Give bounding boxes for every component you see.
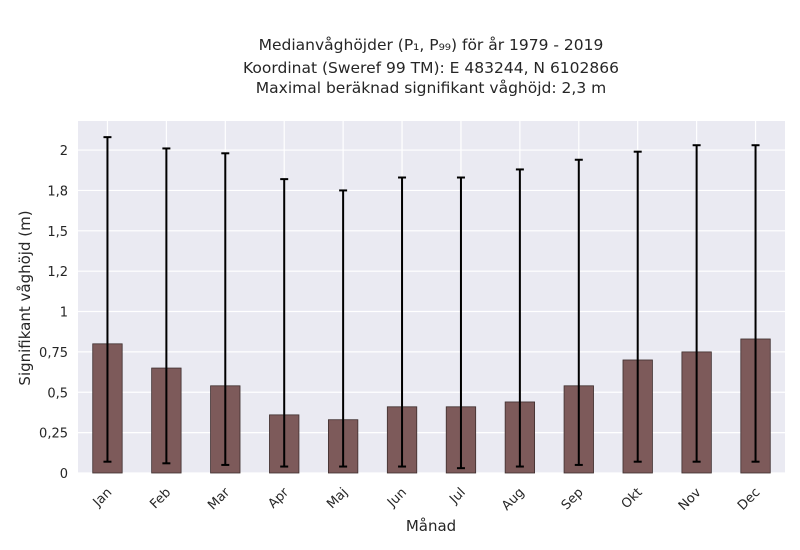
y-tick-label: 0,25 — [39, 427, 68, 442]
chart-title-line-2: Koordinat (Sweref 99 TM): E 483244, N 61… — [243, 59, 619, 77]
x-tick-label-jul: Jul — [446, 485, 468, 507]
x-tick-label-apr: Apr — [266, 485, 293, 512]
chart-title-line-1: Medianvåghöjder (P₁, P₉₉) för år 1979 - … — [258, 36, 604, 54]
y-tick-label: 1,2 — [47, 265, 68, 280]
y-tick-label: 1 — [60, 306, 68, 321]
x-tick-labels: Jan Feb Mar Apr Maj Jun Jul Aug Sep Okt Nov Dec — [90, 485, 764, 514]
y-axis-label: Signifikant våghöjd (m) — [16, 210, 34, 385]
x-tick-label-nov: Nov — [676, 485, 705, 514]
y-tick-label: 0 — [60, 467, 68, 482]
x-tick-label-feb: Feb — [147, 485, 174, 512]
x-tick-label-sep: Sep — [559, 485, 587, 513]
x-tick-label-jun: Jun — [384, 485, 410, 511]
x-tick-label-maj: Maj — [324, 485, 351, 512]
y-tick-labels: 0 0,25 0,5 0,75 1 1,2 1,5 1,8 2 — [39, 144, 68, 482]
x-tick-label-mar: Mar — [205, 485, 233, 513]
x-axis-label: Månad — [406, 517, 456, 535]
y-tick-label: 0,75 — [39, 346, 68, 361]
x-tick-label-dec: Dec — [735, 485, 763, 513]
x-tick-label-okt: Okt — [619, 485, 646, 512]
chart-title-line-3: Maximal beräknad signifikant våghöjd: 2,… — [255, 79, 607, 97]
y-tick-label: 1,5 — [47, 225, 68, 240]
y-tick-label: 2 — [60, 144, 68, 159]
y-tick-label: 1,8 — [47, 184, 68, 199]
y-tick-label: 0,5 — [47, 386, 68, 401]
error-bars — [103, 136, 760, 470]
plot-area — [78, 121, 785, 473]
x-tick-label-aug: Aug — [499, 485, 528, 514]
x-tick-label-jan: Jan — [90, 485, 115, 510]
